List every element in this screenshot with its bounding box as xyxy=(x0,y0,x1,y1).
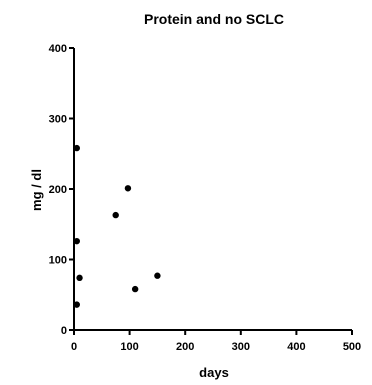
data-points xyxy=(73,144,161,308)
axes: 0 100 200 300 400 0 100 200 300 400 500 xyxy=(49,43,362,353)
data-point xyxy=(124,185,132,192)
x-tick-label: 200 xyxy=(176,341,194,353)
x-tick-label: 500 xyxy=(343,341,361,353)
data-point xyxy=(73,301,80,308)
y-tick-label: 200 xyxy=(49,184,67,196)
data-point xyxy=(76,274,83,282)
x-tick-label: 0 xyxy=(71,341,77,353)
data-point xyxy=(131,285,139,293)
x-tick-label: 300 xyxy=(232,341,250,353)
y-tick-label: 0 xyxy=(61,325,67,337)
data-point xyxy=(73,144,80,152)
data-point xyxy=(112,211,119,219)
y-axis-label: mg / dl xyxy=(29,169,44,211)
chart-title: Protein and no SCLC xyxy=(144,11,284,27)
data-point xyxy=(73,237,80,245)
x-tick-label: 100 xyxy=(120,341,138,353)
x-axis-label: days xyxy=(199,365,229,380)
y-tick-label: 300 xyxy=(49,114,67,126)
x-tick-label: 400 xyxy=(287,341,305,353)
y-tick-label: 400 xyxy=(49,43,67,55)
y-tick-label: 100 xyxy=(49,255,67,267)
data-point xyxy=(154,272,161,279)
